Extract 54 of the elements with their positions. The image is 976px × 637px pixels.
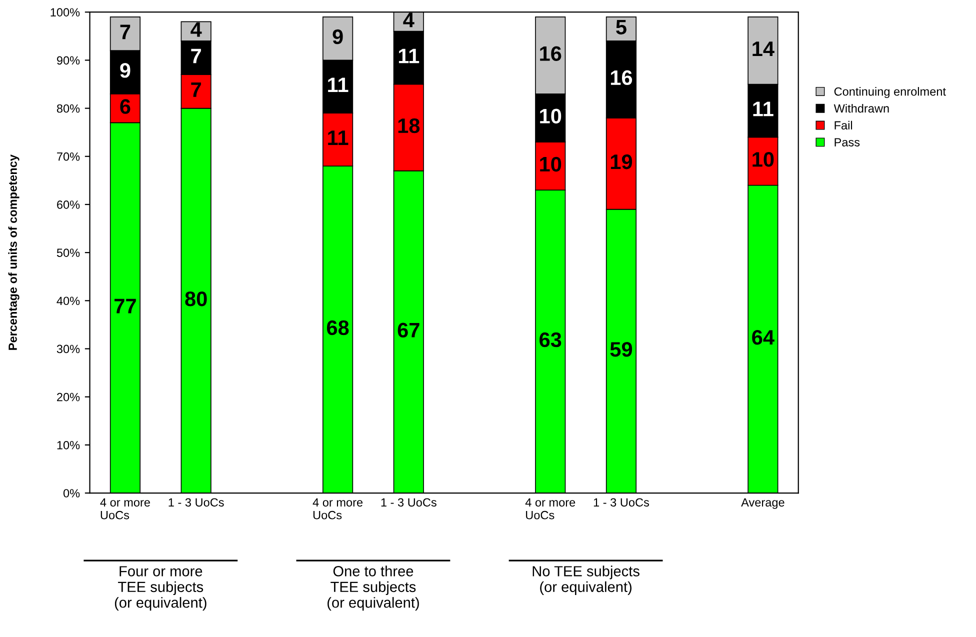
data-label: 16 bbox=[610, 70, 632, 86]
x-tick-label: 1 - 3 UoCs bbox=[168, 498, 224, 507]
data-label: 19 bbox=[610, 154, 632, 170]
legend-label: Withdrawn bbox=[834, 104, 889, 113]
data-label: 10 bbox=[540, 108, 562, 124]
y-tick-label: 100% bbox=[50, 8, 80, 16]
data-label: 4 bbox=[403, 12, 414, 28]
y-tick-label: 70% bbox=[57, 152, 80, 161]
x-tick-label: 1 - 3 UoCs bbox=[594, 498, 650, 507]
legend-label: Continuing enrolment bbox=[834, 87, 946, 98]
y-tick-label: 40% bbox=[56, 296, 80, 306]
data-label: 7 bbox=[191, 82, 201, 97]
data-label: 77 bbox=[114, 298, 136, 314]
data-label: 9 bbox=[120, 63, 130, 78]
data-label: 59 bbox=[610, 342, 632, 357]
data-label: 10 bbox=[540, 156, 562, 172]
y-tick-label: 90% bbox=[56, 56, 80, 65]
data-label: 64 bbox=[752, 330, 774, 345]
data-label: 7 bbox=[191, 48, 201, 64]
x-tick-label: 4 or more UoCs bbox=[100, 498, 150, 520]
y-tick-label: 10% bbox=[57, 440, 80, 450]
y-axis-title: Percentage of units of competency bbox=[8, 154, 20, 350]
data-label: 7 bbox=[120, 24, 130, 40]
y-tick-label: 60% bbox=[57, 200, 80, 209]
data-label: 11 bbox=[753, 102, 774, 116]
data-label: 11 bbox=[328, 130, 348, 145]
y-tick-label: 30% bbox=[56, 344, 80, 354]
data-label: 5 bbox=[616, 20, 626, 35]
data-label: 4 bbox=[190, 22, 202, 37]
data-label: 63 bbox=[540, 332, 562, 348]
legend-label: Fail bbox=[834, 120, 852, 130]
x-tick-label: 4 or more UoCs bbox=[525, 498, 576, 520]
data-label: 18 bbox=[398, 118, 420, 134]
data-label: 11 bbox=[328, 78, 348, 92]
data-label: 14 bbox=[752, 42, 774, 56]
data-label: 9 bbox=[332, 29, 343, 44]
text: One to three TEE subjects (or equivalent) bbox=[328, 566, 419, 611]
data-label: 16 bbox=[540, 46, 562, 61]
y-tick-label: 20% bbox=[57, 392, 80, 402]
data-label: 80 bbox=[185, 292, 207, 306]
data-label: 6 bbox=[120, 99, 130, 114]
y-tick-label: 50% bbox=[56, 248, 80, 257]
x-tick-label: 1 - 3 UoCs bbox=[381, 498, 436, 507]
y-tick-label: 0% bbox=[63, 489, 80, 498]
data-label: 10 bbox=[752, 152, 774, 167]
text: Four or more TEE subjects (or equivalent) bbox=[114, 566, 206, 611]
legend-label: Pass bbox=[834, 138, 860, 146]
text: No TEE subjects (or equivalent) bbox=[532, 566, 640, 595]
data-label: 67 bbox=[398, 322, 420, 338]
data-label: 68 bbox=[326, 320, 349, 336]
data-label: 11 bbox=[398, 48, 420, 64]
x-tick-label: 4 or more UoCs bbox=[312, 498, 363, 520]
y-tick-label: 80% bbox=[56, 104, 80, 113]
x-tick-label: Average bbox=[741, 498, 784, 509]
